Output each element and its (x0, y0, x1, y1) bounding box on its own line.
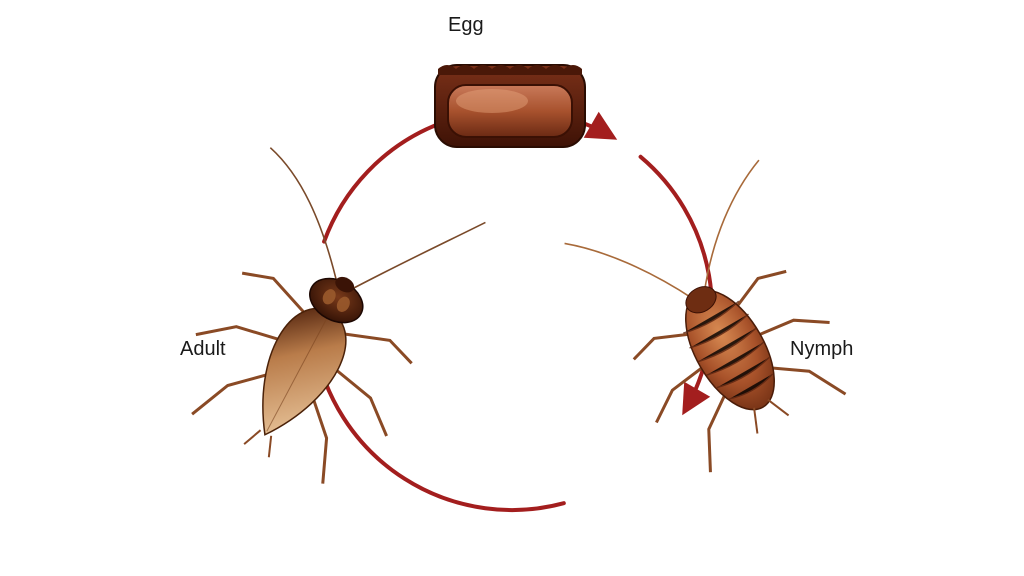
label-adult: Adult (180, 338, 226, 361)
label-egg: Egg (448, 14, 484, 37)
cycle-svg (0, 0, 1024, 576)
cycle-arrows (315, 110, 712, 510)
cycle-arrow (641, 157, 712, 410)
label-nymph: Nymph (790, 338, 853, 361)
stage-adult (142, 117, 497, 502)
cycle-arrow (315, 345, 564, 510)
stage-nymph (556, 138, 882, 483)
stage-egg (435, 65, 585, 147)
lifecycle-diagram: Egg Nymph Adult (0, 0, 1024, 576)
